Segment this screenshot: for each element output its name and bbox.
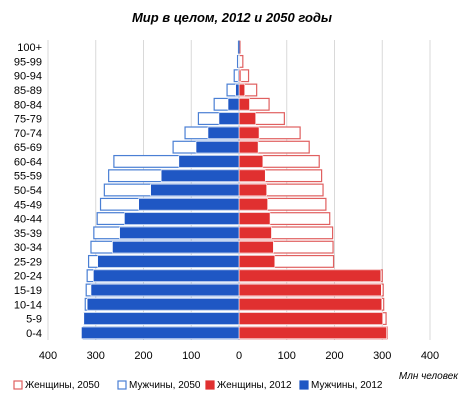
y-tick-label: 80-84 — [14, 99, 42, 111]
y-axis-labels: 100+ 95-99 90-94 85-89 80-84 75-79 70-74 65-69 6… — [14, 42, 42, 340]
bar-female-2012 — [238, 212, 271, 225]
legend: Женщины, 2050 Мужчины, 2050 Женщины, 2012 М… — [13, 380, 383, 391]
bar-female-2012 — [238, 198, 268, 211]
legend-swatch — [299, 380, 309, 390]
x-tick-label: 200 — [325, 350, 343, 362]
unit-label: Млн человек — [399, 371, 459, 382]
legend-label: Женщины, 2012 — [217, 380, 292, 391]
bar-female-2012 — [238, 283, 382, 297]
y-tick-label: 55-59 — [14, 171, 42, 183]
bar-female-2012 — [238, 112, 257, 125]
bar-female-2012 — [238, 255, 276, 268]
x-tick-label: 400 — [421, 350, 439, 362]
x-tick-label: 0 — [236, 350, 242, 362]
bar-male-2012 — [178, 155, 240, 168]
bar-male-2012 — [235, 83, 240, 97]
y-tick-label: 50-54 — [14, 185, 42, 197]
y-tick-label: 25-29 — [14, 256, 42, 268]
bar-male-2012 — [150, 183, 240, 197]
y-tick-label: 10-14 — [14, 299, 42, 311]
x-tick-label: 300 — [373, 350, 391, 362]
legend-swatch — [205, 380, 215, 390]
x-tick-label: 300 — [87, 350, 105, 362]
x-tick-label: 200 — [134, 350, 152, 362]
bar-female-2012 — [238, 155, 264, 168]
y-tick-label: 0-4 — [26, 328, 42, 340]
bar-male-2012 — [97, 255, 240, 268]
bar-male-2012 — [195, 140, 240, 154]
bar-male-2012 — [138, 198, 240, 211]
bar-male-2012 — [112, 240, 240, 254]
legend-label: Мужчины, 2050 — [129, 380, 201, 391]
bar-male-2012 — [90, 283, 240, 297]
x-axis-labels: 400 300 200 100 0 100 200 300 400 — [39, 350, 439, 362]
y-tick-label: 30-34 — [14, 242, 42, 254]
y-tick-label: 45-49 — [14, 199, 42, 211]
bar-female-2012 — [238, 326, 387, 340]
y-tick-label: 20-24 — [14, 271, 42, 283]
bar-female-2012 — [238, 269, 382, 282]
y-tick-label: 65-69 — [14, 142, 42, 154]
x-tick-label: 100 — [182, 350, 200, 362]
chart-title: Мир в целом, 2012 и 2050 годы — [132, 10, 332, 25]
x-tick-label: 100 — [278, 350, 296, 362]
bar-male-2012 — [83, 312, 240, 325]
bar-female-2012 — [238, 169, 266, 182]
bar-female-2012 — [238, 140, 259, 154]
bar-female-2012 — [238, 183, 267, 197]
bar-female-2012 — [238, 226, 272, 240]
legend-label: Мужчины, 2012 — [311, 380, 383, 391]
y-tick-label: 75-79 — [14, 114, 42, 126]
bar-male-2012 — [86, 298, 240, 311]
y-tick-label: 40-44 — [14, 214, 42, 226]
bar-male-2012 — [218, 112, 240, 125]
bar-female-2012 — [238, 83, 246, 97]
y-tick-label: 90-94 — [14, 71, 42, 83]
bar-male-2012 — [207, 126, 240, 140]
bar-male-2012 — [227, 98, 240, 111]
bars — [81, 40, 388, 340]
y-tick-label: 60-64 — [14, 156, 42, 168]
bar-male-2012 — [160, 169, 240, 182]
bar-female-2012 — [238, 126, 260, 140]
bar-female-2012 — [238, 98, 250, 111]
bar-male-2012 — [237, 69, 240, 82]
legend-swatch — [13, 380, 23, 390]
y-tick-label: 70-74 — [14, 128, 42, 140]
y-tick-label: 85-89 — [14, 85, 42, 97]
x-tick-label: 400 — [39, 350, 57, 362]
y-tick-label: 5-9 — [26, 314, 42, 326]
y-tick-label: 95-99 — [14, 56, 42, 68]
y-tick-label: 100+ — [17, 42, 42, 54]
bar-female-2012 — [238, 312, 384, 325]
bar-male-2012 — [93, 269, 240, 282]
legend-label: Женщины, 2050 — [25, 380, 100, 391]
y-tick-label: 15-19 — [14, 285, 42, 297]
bar-female-2012 — [238, 240, 274, 254]
legend-swatch — [117, 380, 127, 390]
bar-male-2012 — [124, 212, 240, 225]
bar-female-2012 — [238, 298, 383, 311]
bar-male-2012 — [119, 226, 240, 240]
bar-male-2012 — [81, 326, 240, 340]
y-tick-label: 35-39 — [14, 228, 42, 240]
